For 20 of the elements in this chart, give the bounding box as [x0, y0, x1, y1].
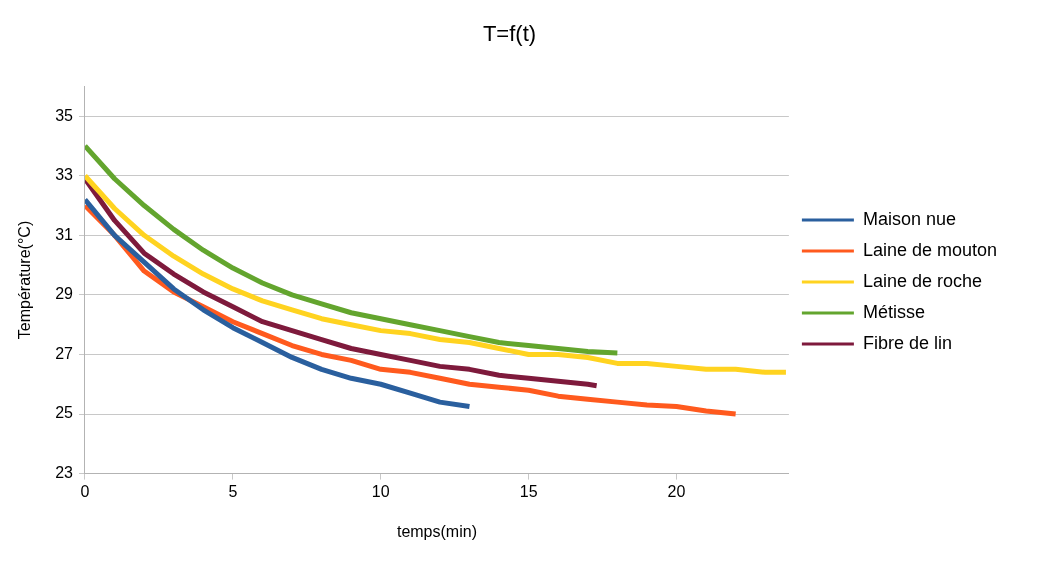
- y-tick-label: 23: [55, 464, 74, 482]
- y-tick-label: 29: [55, 285, 74, 303]
- legend-label: Métisse: [862, 301, 925, 322]
- legend-label: Laine de roche: [862, 270, 982, 291]
- x-tick-label: 10: [371, 482, 390, 500]
- x-tick-label: 20: [667, 482, 686, 500]
- x-tick-label: 0: [80, 482, 90, 500]
- legend-label: Laine de mouton: [862, 239, 998, 260]
- y-tick-label: 27: [55, 344, 74, 362]
- x-tick-label: 15: [519, 482, 538, 500]
- legend-label: Fibre de lin: [862, 332, 952, 353]
- y-tick-label: 31: [55, 225, 74, 243]
- x-tick-label: 5: [228, 482, 238, 500]
- chart-title: T=f(t): [482, 21, 537, 47]
- legend-label: Maison nue: [862, 208, 956, 229]
- x-axis-title: temps(min): [396, 522, 477, 540]
- y-axis-title: Température(°C): [16, 220, 34, 340]
- y-tick-label: 33: [55, 166, 74, 184]
- y-tick-label: 35: [55, 106, 74, 124]
- y-tick-label: 25: [55, 404, 74, 422]
